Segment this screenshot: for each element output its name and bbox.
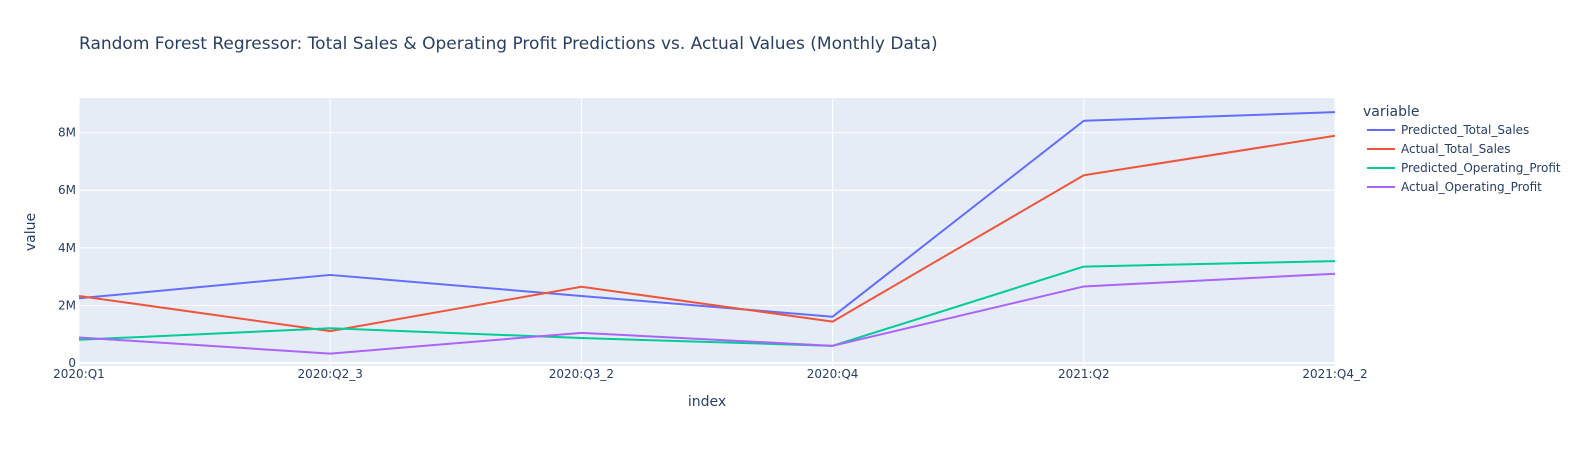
series-lines xyxy=(78,111,1336,355)
series-line-3[interactable] xyxy=(78,260,1336,347)
x-tick-label: 2021:Q4_2 xyxy=(1302,367,1367,381)
legend-label: Actual_Total_Sales xyxy=(1401,142,1511,156)
x-axis-ticks: 2020:Q1 2020:Q2_3 2020:Q3_2 2020:Q4 2021:Q2 2… xyxy=(53,367,1367,381)
legend-item[interactable]: Actual_Total_Sales xyxy=(1367,142,1511,156)
legend-item[interactable]: Predicted_Operating_Profit xyxy=(1367,161,1561,175)
grid-lines xyxy=(78,98,1336,366)
y-tick-label: 2M xyxy=(58,298,76,312)
legend-item[interactable]: Actual_Operating_Profit xyxy=(1367,180,1542,194)
legend-label: Predicted_Total_Sales xyxy=(1401,123,1529,137)
x-tick-label: 2021:Q2 xyxy=(1058,367,1110,381)
y-axis-ticks: 0 2M 4M 6M 8M xyxy=(58,126,76,371)
legend-label: Actual_Operating_Profit xyxy=(1401,180,1542,194)
legend-label: Predicted_Operating_Profit xyxy=(1401,161,1561,175)
plot-background xyxy=(79,98,1335,366)
x-tick-label: 2020:Q1 xyxy=(53,367,105,381)
x-axis-label: index xyxy=(688,394,726,410)
x-tick-label: 2020:Q4 xyxy=(807,367,859,381)
y-tick-label: 4M xyxy=(58,241,76,255)
y-tick-label: 8M xyxy=(58,126,76,140)
legend-item[interactable]: Predicted_Total_Sales xyxy=(1367,123,1529,137)
legend[interactable]: variable Predicted_Total_Sales Actual_Tot… xyxy=(1363,104,1561,194)
y-axis-label: value xyxy=(23,213,39,251)
chart-title: Random Forest Regressor: Total Sales & O… xyxy=(79,34,938,54)
x-tick-label: 2020:Q2_3 xyxy=(298,367,363,381)
y-tick-label: 0 xyxy=(68,356,76,370)
y-tick-label: 6M xyxy=(58,183,76,197)
legend-title: variable xyxy=(1363,104,1419,120)
series-line-2[interactable] xyxy=(78,134,1336,333)
x-tick-label: 2020:Q3_2 xyxy=(549,367,614,381)
series-line-4[interactable] xyxy=(78,272,1336,355)
series-line-1[interactable] xyxy=(78,111,1336,318)
